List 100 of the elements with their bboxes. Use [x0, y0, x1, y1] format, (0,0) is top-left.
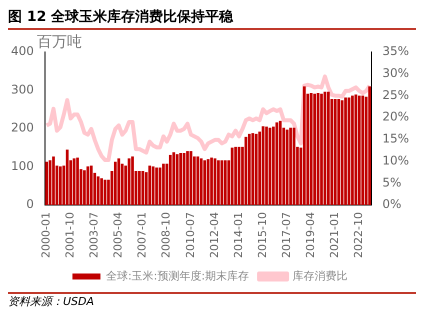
x-tick-label: 2014-01 [232, 212, 245, 258]
y-tick-label: 400 [11, 44, 34, 58]
bar [86, 166, 90, 206]
bar [76, 158, 79, 206]
bar [190, 151, 192, 206]
bar [244, 136, 248, 206]
x-tick-label: 2017-07 [280, 212, 294, 258]
bar [278, 120, 282, 206]
bar [275, 122, 278, 206]
y2-tick-label: 15% [382, 132, 409, 146]
bar [320, 94, 323, 206]
x-tick-label: 2007-01 [136, 212, 149, 258]
bar [104, 180, 106, 206]
bar [289, 128, 292, 206]
y2-tick-label: 35% [382, 44, 409, 58]
bar [214, 158, 216, 206]
bar [158, 168, 162, 206]
y2-tick-label: 0% [382, 197, 402, 212]
bar [272, 126, 275, 206]
bar [310, 92, 313, 206]
bar [203, 160, 206, 206]
bar [196, 156, 200, 206]
x-tick-label: 2001-10 [64, 212, 77, 258]
bar [182, 153, 186, 206]
bar [334, 99, 337, 206]
y-tick-label: 300 [11, 82, 34, 96]
x-tick-label: 2010-07 [184, 212, 197, 258]
y-tick-label: 0 [26, 197, 34, 212]
y-tick-label: 200 [11, 120, 34, 135]
bar [313, 94, 316, 206]
x-tick-label: 2012-04 [208, 212, 221, 258]
bar [351, 96, 354, 206]
bar [268, 128, 272, 206]
bar [176, 154, 179, 206]
bar [83, 170, 86, 206]
bar [141, 170, 144, 206]
bar [251, 133, 254, 206]
bar [138, 170, 141, 206]
bar [186, 151, 189, 206]
bar [117, 158, 120, 206]
bar [230, 148, 234, 206]
bar [168, 154, 172, 206]
y-tick-label: 100 [11, 158, 34, 173]
bar [344, 98, 347, 206]
bar [66, 150, 69, 206]
x-tick-label: 2003-07 [88, 212, 101, 258]
bar [162, 164, 165, 206]
bar [248, 134, 251, 206]
bar [292, 128, 296, 206]
x-tick-label: 2021-01 [328, 212, 342, 258]
bar [100, 178, 103, 206]
bar [234, 146, 237, 206]
x-tick-label: 2022-10 [352, 212, 366, 258]
bar [348, 98, 350, 206]
bar [361, 96, 364, 206]
bar [220, 160, 224, 206]
y2-tick-label: 10% [382, 153, 409, 168]
legend-label: 全球:玉米:预测年度:期末库存 [106, 269, 250, 282]
bar [217, 160, 220, 206]
y2-tick-label: 5% [382, 175, 402, 190]
bar [265, 126, 268, 206]
bar [148, 166, 152, 206]
bar [200, 158, 203, 206]
bar [58, 166, 62, 206]
text: 资料来源：USDA [8, 292, 416, 309]
bar [172, 152, 176, 206]
bar [206, 159, 210, 206]
bar [45, 162, 48, 206]
bar [368, 86, 371, 206]
bar [224, 160, 227, 206]
bar [48, 160, 52, 206]
bar [302, 86, 306, 206]
bar [179, 153, 182, 206]
bar [96, 176, 100, 206]
x-tick-label: 2005-04 [112, 212, 125, 258]
bar [337, 99, 340, 206]
x-tick-label: 2019-04 [304, 212, 318, 258]
bar [354, 94, 358, 206]
chart-title: 图 12 全球玉米库存消费比保持平稳 [8, 8, 416, 30]
x-tick-label: 2000-01 [39, 212, 52, 258]
x-tick-label: 2015-10 [256, 212, 269, 258]
bar [262, 126, 264, 206]
bar [128, 158, 130, 206]
bar [358, 96, 361, 206]
legend-label: 库存消费比 [292, 269, 348, 282]
bar [52, 156, 55, 206]
bar [254, 134, 258, 206]
bar [72, 158, 76, 206]
bar [327, 92, 330, 206]
x-tick-label: 2008-10 [160, 212, 173, 258]
bar [340, 100, 344, 206]
y2-tick-label: 20% [382, 110, 409, 124]
bar [131, 156, 134, 206]
y-axis-title: 百万吨 [36, 32, 82, 50]
bar [286, 130, 289, 206]
y2-tick-label: 30% [382, 66, 409, 80]
bar [114, 162, 117, 206]
bar [155, 168, 158, 206]
bar [316, 92, 320, 206]
bar [210, 158, 213, 206]
